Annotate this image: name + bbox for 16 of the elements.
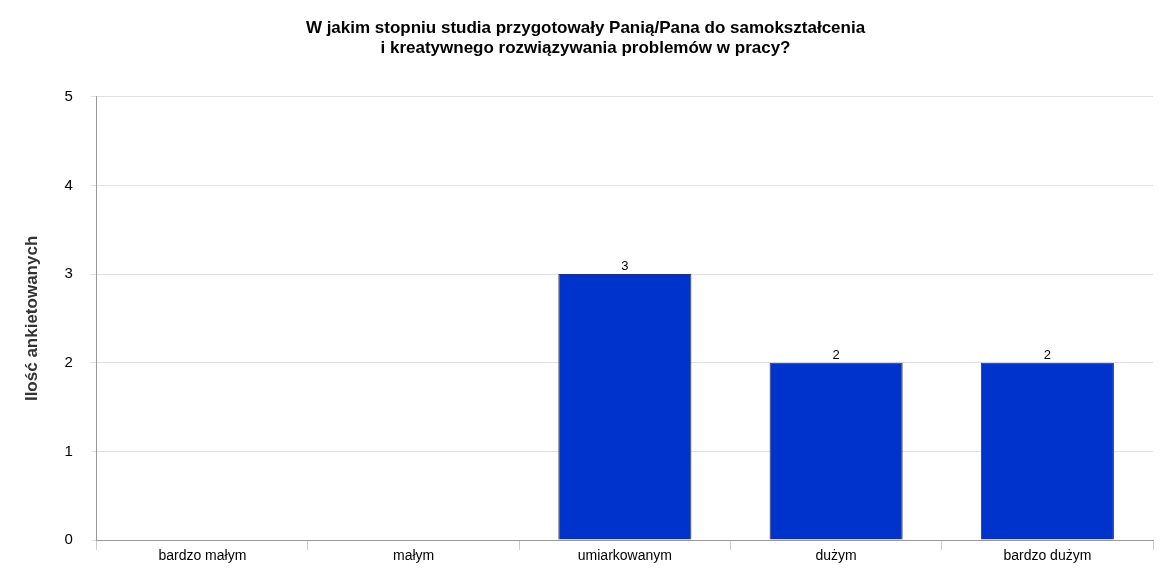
y-tick-label: 2 (64, 352, 73, 370)
x-tick-label: małym (393, 547, 435, 564)
y-tick-label: 5 (64, 86, 73, 104)
y-tick-label: 4 (64, 175, 73, 193)
y-tick-label: 1 (64, 441, 73, 459)
chart-title: W jakim stopniu studia przygotowały Panią/Pana do samokształcenia i kreatywnego rozwiązywania problemów w pracy? (305, 17, 866, 58)
y-tick-label: 3 (64, 264, 73, 282)
x-tick-label: dużym (815, 547, 857, 564)
data-label: 2 (832, 346, 840, 362)
data-label: 3 (621, 258, 629, 274)
x-tick-label: bardzo dużym (1003, 547, 1092, 564)
y-tick-label: 0 (64, 530, 73, 548)
x-tick-label: bardzo małym (158, 547, 247, 564)
data-label: 2 (1043, 346, 1051, 362)
y-axis-title: Ilość ankietowanych (21, 235, 41, 402)
x-tick-label: umiarkowanym (577, 547, 672, 564)
